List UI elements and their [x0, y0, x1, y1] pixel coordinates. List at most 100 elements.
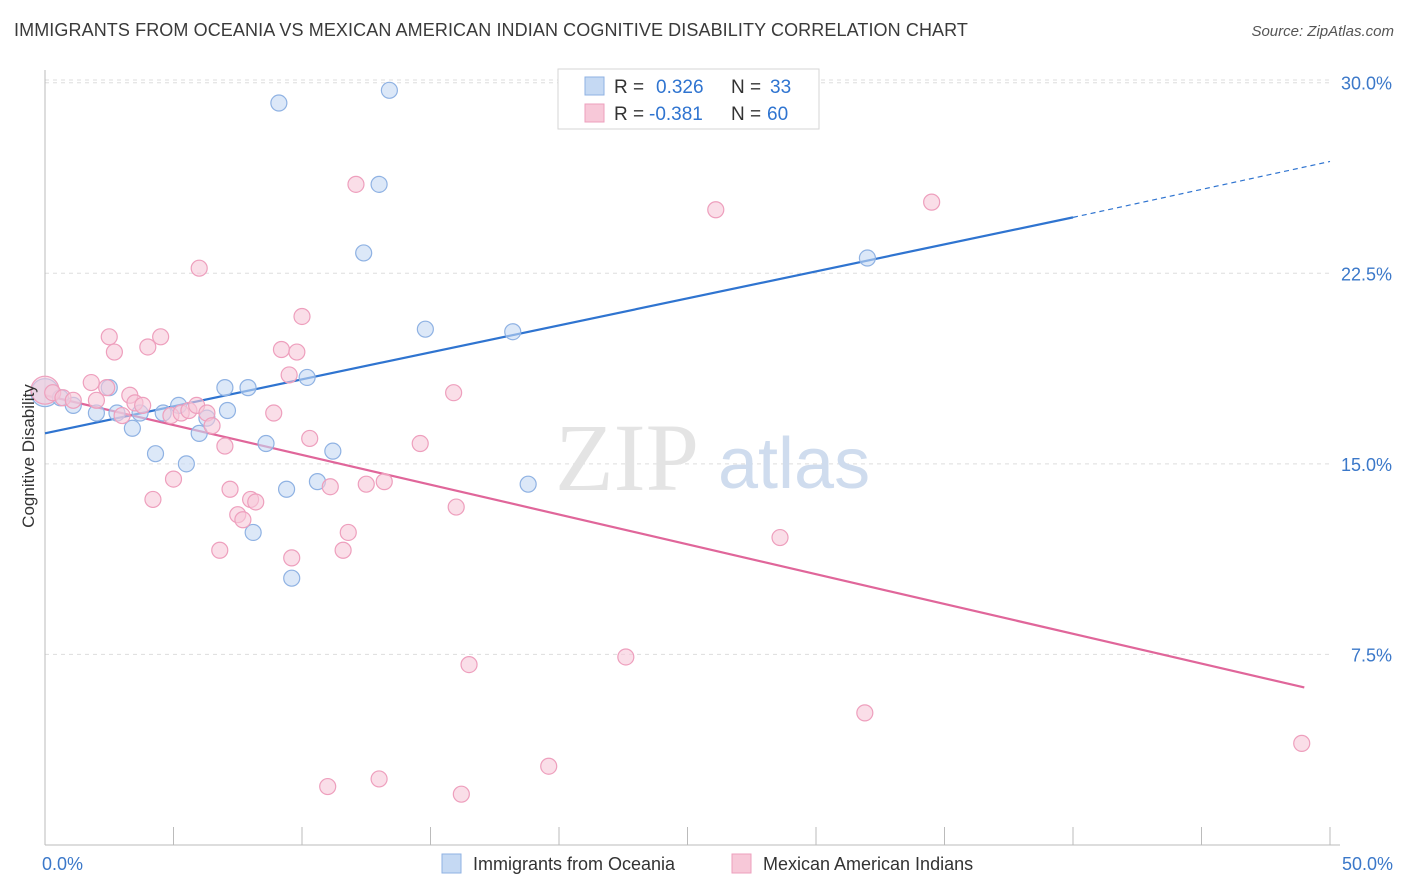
mexican-american-indian-point-49	[452, 785, 470, 803]
y-tick-label-3: 30.0%	[1341, 74, 1392, 94]
oceania-point-8	[146, 445, 165, 463]
oceania-point-19	[270, 94, 288, 112]
mexican-american-indian-point-42	[357, 475, 375, 493]
bottom-legend-swatch-pink	[731, 853, 752, 874]
trendline-0-extension	[1072, 160, 1331, 218]
oceania-point-6	[123, 419, 141, 437]
mexican-american-indian-point-14	[144, 490, 162, 509]
oceania-point-30	[519, 475, 537, 493]
data-points	[30, 81, 1311, 803]
y-tick-label-1: 15.0%	[1341, 455, 1392, 475]
source-label: Source: ZipAtlas.com	[1251, 23, 1394, 40]
mexican-american-indian-point-3	[64, 391, 82, 409]
tick-labels: 7.5% 15.0% 22.5% 30.0% 0.0% 50.0%	[42, 74, 1393, 874]
mexican-american-indian-point-21	[190, 259, 208, 277]
mexican-american-indian-point-41	[347, 175, 365, 193]
mexican-american-indian-point-38	[321, 478, 339, 496]
x-tick-label-1: 50.0%	[1342, 854, 1393, 874]
mexican-american-indian-point-51	[540, 757, 558, 775]
legend-swatch-blue	[584, 76, 605, 96]
watermark-zip: ZIP	[555, 404, 699, 511]
mexican-american-indian-point-24	[211, 541, 229, 559]
mexican-american-indian-point-39	[334, 541, 352, 559]
legend-r-label-1: R =	[614, 77, 644, 98]
legend-box: R = 0.326 N = 33 R = -0.381 N = 60	[557, 68, 820, 130]
oceania-point-16	[239, 379, 257, 397]
mexican-american-indian-point-32	[272, 340, 291, 359]
mexican-american-indian-point-7	[100, 328, 118, 346]
mexican-american-indian-point-26	[221, 480, 239, 498]
mexican-american-indian-point-23	[203, 417, 221, 435]
mexican-american-indian-point-48	[319, 777, 337, 796]
trendlines	[44, 160, 1331, 689]
mexican-american-indian-point-34	[283, 549, 301, 567]
mexican-american-indian-point-9	[113, 406, 131, 425]
axes	[44, 70, 1340, 846]
mexican-american-indian-point-54	[771, 528, 789, 547]
grid-lines	[45, 79, 1330, 655]
oceania-point-31	[858, 249, 877, 267]
mexican-american-indian-point-44	[375, 473, 393, 491]
oceania-point-28	[416, 320, 434, 338]
oceania-point-20	[277, 480, 296, 498]
legend-r-value-2: -0.381	[649, 104, 703, 125]
oceania-point-15	[218, 401, 237, 420]
oceania-point-22	[298, 368, 316, 387]
trendline-1	[44, 394, 1305, 689]
legend-n-label-1: N =	[731, 77, 761, 98]
mexican-american-indian-point-46	[445, 384, 463, 402]
mexican-american-indian-point-50	[460, 655, 478, 674]
mexican-american-indian-point-55	[856, 704, 874, 722]
legend-r-value-1: 0.326	[656, 77, 704, 98]
oceania-point-24	[324, 442, 342, 460]
y-axis-label: Cognitive Disability	[19, 384, 38, 528]
mexican-american-indian-point-4	[82, 373, 100, 392]
mexican-american-indian-point-56	[923, 193, 941, 211]
x-tick-label-0: 0.0%	[42, 854, 83, 874]
bottom-legend: Immigrants from Oceania Mexican American…	[441, 853, 973, 874]
mexican-american-indian-point-53	[707, 201, 725, 219]
oceania-point-25	[355, 244, 373, 262]
mexican-american-indian-point-43	[370, 770, 388, 788]
bottom-legend-label-blue: Immigrants from Oceania	[473, 854, 676, 874]
oceania-point-26	[370, 175, 388, 193]
legend-n-label-2: N =	[731, 104, 761, 125]
oceania-point-11	[177, 455, 195, 473]
bottom-legend-label-pink: Mexican American Indians	[763, 854, 973, 874]
legend-r-label-2: R =	[614, 104, 644, 125]
mexican-american-indian-point-25	[216, 437, 234, 455]
mexican-american-indian-point-31	[265, 404, 283, 422]
watermark: ZIP atlas	[555, 404, 870, 511]
trendline-0	[44, 216, 1074, 435]
chart-title: IMMIGRANTS FROM OCEANIA VS MEXICAN AMERI…	[14, 20, 969, 40]
y-tick-label-2: 22.5%	[1341, 264, 1392, 284]
mexican-american-indian-point-6	[98, 379, 116, 397]
mexican-american-indian-point-37	[301, 429, 319, 448]
legend-swatch-pink	[584, 103, 605, 123]
mexican-american-indian-point-40	[339, 523, 357, 542]
oceania-point-27	[380, 81, 398, 99]
bottom-legend-swatch-blue	[441, 853, 462, 874]
oceania-point-29	[504, 323, 522, 341]
mexican-american-indian-point-17	[164, 470, 183, 488]
mexican-american-indian-point-30	[247, 493, 265, 511]
mexican-american-indian-point-15	[152, 328, 170, 346]
oceania-point-12	[190, 424, 208, 442]
oceania-point-21	[283, 569, 301, 587]
mexican-american-indian-point-33	[280, 366, 298, 384]
watermark-atlas: atlas	[718, 424, 870, 504]
y-tick-label-0: 7.5%	[1351, 645, 1392, 665]
oceania-point-17	[244, 523, 262, 542]
mexican-american-indian-point-57	[1293, 734, 1311, 752]
mexican-american-indian-point-52	[617, 648, 635, 666]
mexican-american-indian-point-47	[447, 498, 465, 516]
mexican-american-indian-point-13	[139, 338, 157, 356]
legend-n-value-1: 33	[770, 77, 791, 98]
mexican-american-indian-point-5	[87, 391, 106, 409]
legend-n-value-2: 60	[767, 104, 788, 125]
mexican-american-indian-point-35	[288, 343, 306, 361]
mexican-american-indian-point-12	[134, 396, 152, 415]
mexican-american-indian-point-45	[411, 434, 429, 453]
oceania-point-18	[257, 434, 275, 453]
